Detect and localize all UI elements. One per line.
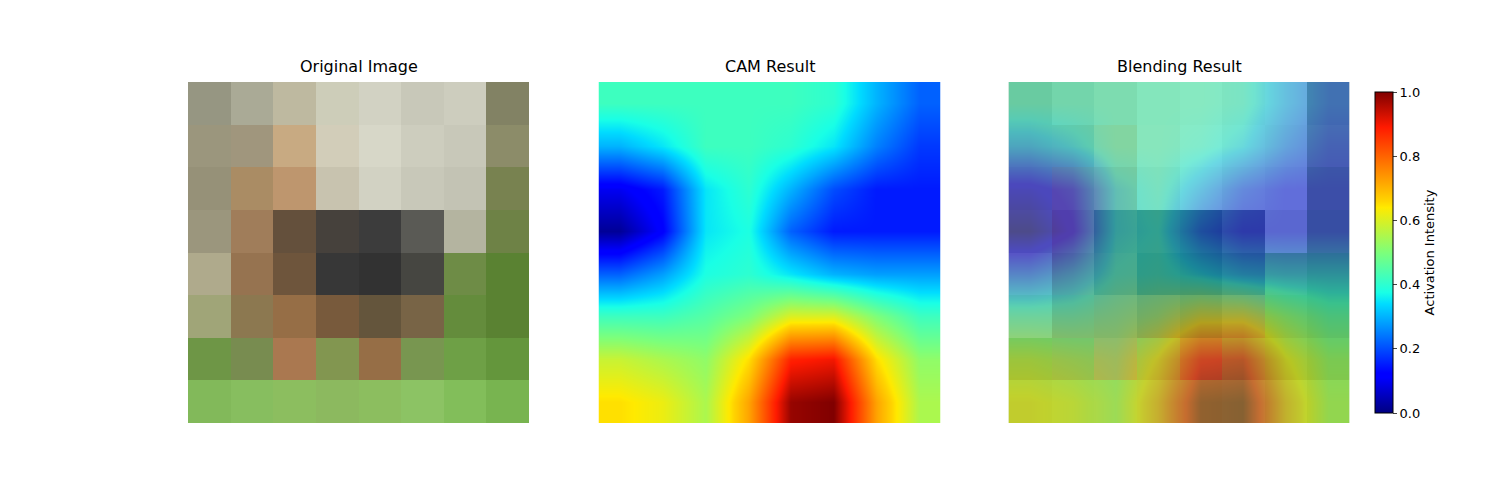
svg-text:1.0: 1.0 bbox=[1400, 85, 1421, 100]
svg-text:0.8: 0.8 bbox=[1400, 149, 1421, 164]
svg-text:Activation Intensity: Activation Intensity bbox=[1422, 189, 1437, 315]
svg-text:Blending Result: Blending Result bbox=[1117, 57, 1242, 76]
svg-text:CAM Result: CAM Result bbox=[725, 57, 815, 76]
svg-text:0.2: 0.2 bbox=[1400, 341, 1421, 356]
svg-text:0.6: 0.6 bbox=[1400, 213, 1421, 228]
svg-text:0.0: 0.0 bbox=[1400, 406, 1421, 421]
svg-text:Original Image: Original Image bbox=[300, 57, 418, 76]
svg-text:0.4: 0.4 bbox=[1400, 277, 1421, 292]
